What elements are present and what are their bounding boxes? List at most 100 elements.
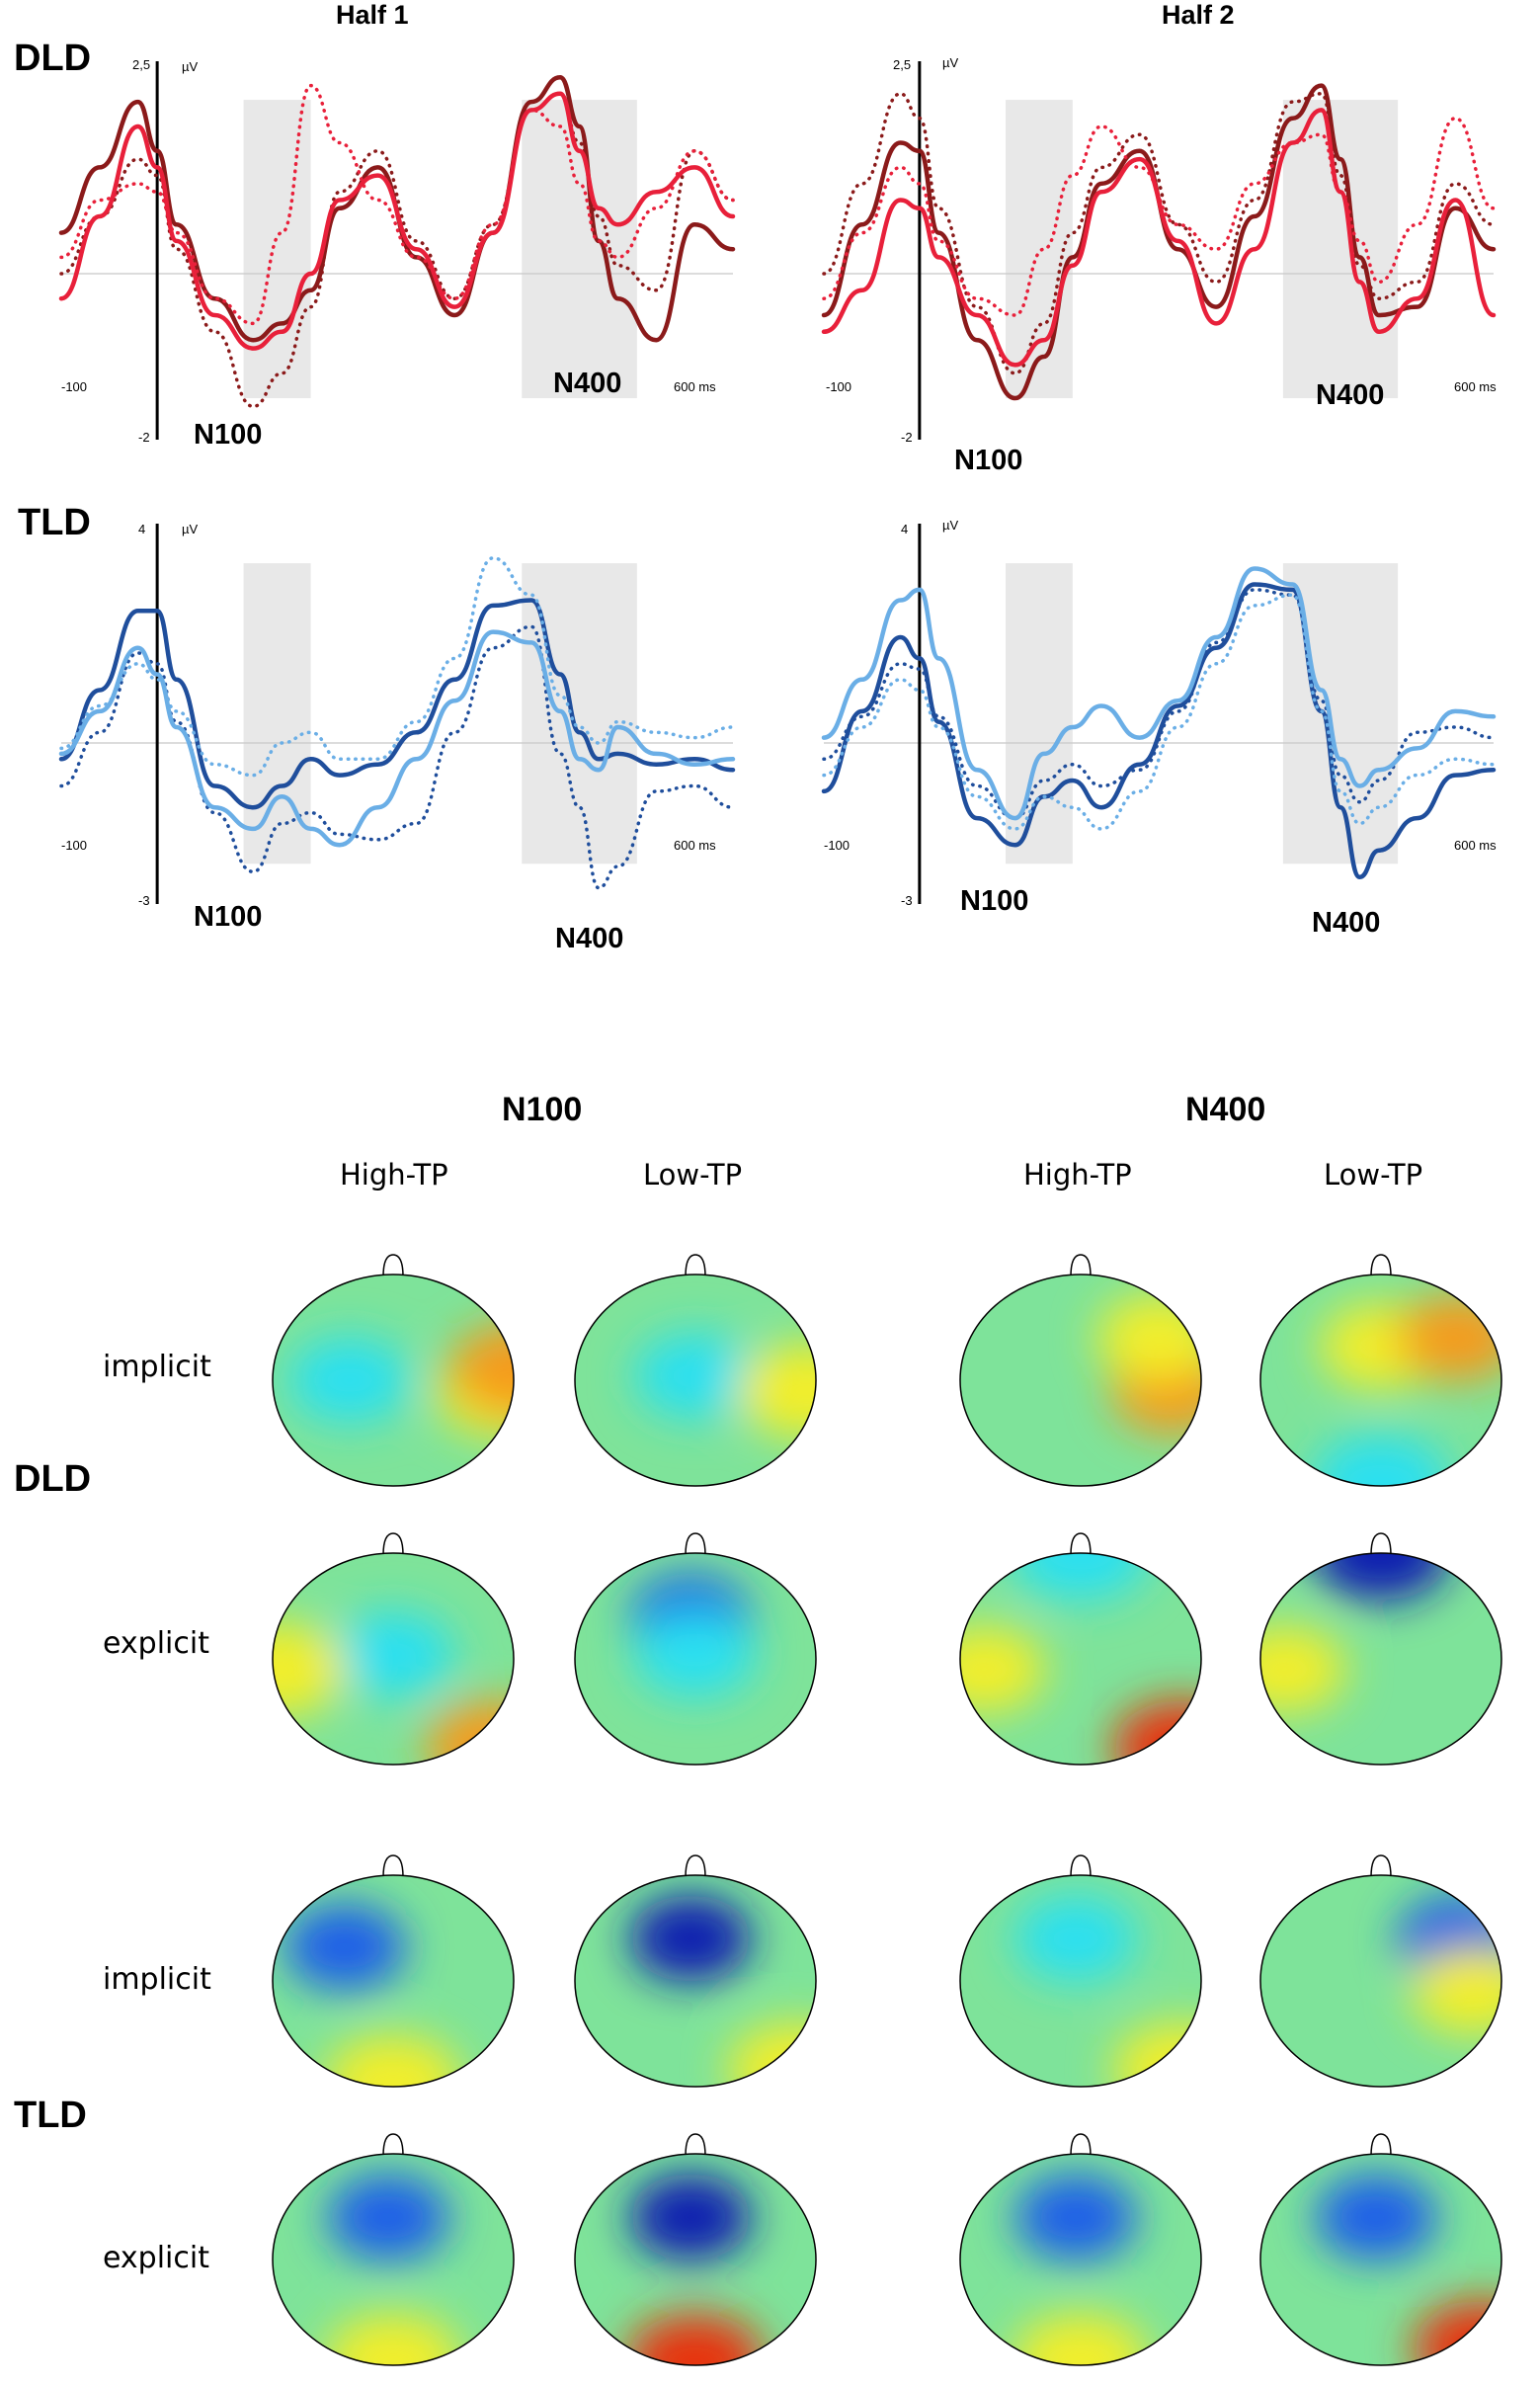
- tld-h2-series-2: [821, 566, 1497, 821]
- dld-h1-n400-label: N400: [553, 368, 622, 399]
- n100-high-tp-header: High-TP: [340, 1158, 448, 1192]
- nose-marker: [382, 2133, 404, 2157]
- tld-h1-series-0: [58, 598, 736, 810]
- dld-h2-series-3: [822, 116, 1496, 317]
- topomap-svg: [959, 2133, 1202, 2366]
- topomap-svg: [272, 1254, 515, 1487]
- hotspot-cyan: [1012, 1553, 1150, 1601]
- dld-h2-n400-label: N400: [1316, 379, 1385, 411]
- n100-column-title: N100: [502, 1091, 583, 1128]
- dld-h1-ymax: 2,5: [132, 57, 151, 72]
- scalp-outline: [272, 1552, 515, 1766]
- nose-marker: [685, 1532, 706, 1556]
- scalp-outline: [574, 1552, 817, 1766]
- tld-h1-ymin: -3: [138, 893, 150, 908]
- dld-topo-group-label: DLD: [14, 1458, 92, 1500]
- tld-h2-xmax: 600 ms: [1454, 838, 1497, 853]
- scalp-outline: [272, 1274, 515, 1487]
- half1-title: Half 1: [336, 0, 409, 30]
- n400-low-tp-header: Low-TP: [1324, 1158, 1423, 1192]
- nose-marker: [685, 1854, 706, 1878]
- tld-h1-xmax: 600 ms: [674, 838, 716, 853]
- scalp-outline: [1259, 1274, 1502, 1487]
- tld-h2-n400-label: N400: [1312, 907, 1381, 939]
- nose-marker: [382, 1854, 404, 1878]
- topomap-svg: [272, 1854, 515, 2088]
- topomap-svg: [959, 1854, 1202, 2088]
- nose-marker: [685, 2133, 706, 2157]
- scalp-outline: [1259, 2153, 1502, 2366]
- dld-h2-xmax: 600 ms: [1454, 379, 1497, 394]
- topomap-tld-implicit-n400-high-tp: [956, 1848, 1203, 2090]
- tld-h1-window-n100: [243, 563, 311, 864]
- topomap-dld-implicit-n400-high-tp: [956, 1247, 1203, 1489]
- dld-h1-n100-label: N100: [194, 419, 263, 451]
- half2-title: Half 2: [1162, 0, 1235, 30]
- topomap-svg: [574, 2133, 817, 2366]
- tld-group-label: TLD: [18, 502, 91, 543]
- hotspot-yellow: [960, 1625, 1046, 1713]
- topomap-svg: [574, 1254, 817, 1487]
- hotspot-dark-blue: [1312, 1553, 1450, 1601]
- dld-explicit-label: explicit: [103, 1626, 209, 1661]
- hotspot-yellow: [324, 2313, 462, 2365]
- hotspot-yellow: [1411, 1947, 1501, 2035]
- tld-h2-series-3: [822, 593, 1496, 831]
- dld-implicit-label: implicit: [103, 1350, 211, 1384]
- dld-h2-n100-label: N100: [954, 445, 1023, 476]
- hotspot-yellow: [324, 2034, 462, 2087]
- tld-h2-ymax: 4: [901, 522, 909, 536]
- tld-h1-ymax: 4: [138, 522, 146, 536]
- hotspot-yellow: [1012, 2313, 1150, 2365]
- nose-marker: [1370, 1532, 1392, 1556]
- scalp-outline: [272, 1874, 515, 2088]
- hotspot-dark-blue: [629, 2174, 753, 2262]
- topomap-tld-explicit-n100-high-tp: [269, 2126, 516, 2368]
- hotspot-blue: [284, 1903, 407, 1991]
- scalp-outline: [959, 1552, 1202, 1766]
- nose-marker: [382, 1254, 404, 1277]
- scalp-outline: [574, 2153, 817, 2366]
- scalp-outline: [959, 1874, 1202, 2088]
- scalp-outline: [959, 1274, 1202, 1487]
- nose-marker: [382, 1532, 404, 1556]
- topomap-tld-implicit-n400-low-tp: [1256, 1848, 1503, 2090]
- tld-h1-unit: µV: [182, 522, 199, 536]
- topomap-tld-implicit-n100-low-tp: [571, 1848, 818, 2090]
- scalp-outline: [959, 2153, 1202, 2366]
- dld-h1-unit: µV: [182, 59, 199, 74]
- tld-h1-xmin: -100: [61, 838, 88, 853]
- tld-topo-group-label: TLD: [14, 2095, 87, 2136]
- tld-h1-n100-label: N100: [194, 901, 263, 933]
- dld-group-label: DLD: [14, 38, 92, 79]
- scalp-outline: [272, 2153, 515, 2366]
- dld-h1-window-n400: [522, 100, 637, 399]
- hotspot-cyan: [1014, 1895, 1138, 1983]
- topomap-svg: [1259, 1532, 1502, 1766]
- erp-waveform-figure: [58, 61, 1497, 904]
- hotspot-cyan: [288, 1337, 412, 1424]
- tld-h2-window-n100: [1006, 563, 1073, 864]
- scalp-background: [1260, 1553, 1501, 1765]
- topomap-svg: [272, 1532, 515, 1766]
- dld-h1-series-0: [58, 75, 736, 343]
- scalp-outline: [574, 1874, 817, 2088]
- dld-h2-xmin: -100: [826, 379, 852, 394]
- scalp-outline: [1259, 1874, 1502, 2088]
- hotspot-orange: [448, 1322, 514, 1418]
- dld-h2-window-n400: [1282, 100, 1399, 399]
- hotspot-cyan: [1312, 1434, 1450, 1486]
- hotspot-blue: [1315, 2174, 1438, 2262]
- topomap-dld-explicit-n400-high-tp: [956, 1525, 1203, 1768]
- nose-marker: [1370, 1254, 1392, 1277]
- tld-h1-n400-label: N400: [555, 923, 624, 954]
- nose-marker: [1070, 1532, 1092, 1556]
- topomap-dld-explicit-n400-low-tp: [1256, 1525, 1503, 1768]
- hotspot-red: [626, 2313, 765, 2365]
- nose-marker: [1070, 1854, 1092, 1878]
- hotspot-yellow: [1260, 1625, 1346, 1713]
- nose-marker: [1370, 1854, 1392, 1878]
- n100-low-tp-header: Low-TP: [643, 1158, 743, 1192]
- scalp-outline: [1259, 1552, 1502, 1766]
- hotspot-blue: [1014, 2174, 1138, 2262]
